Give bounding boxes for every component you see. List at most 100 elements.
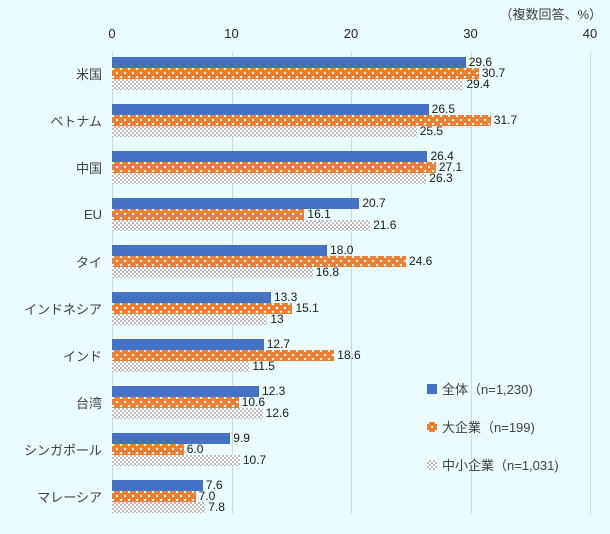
bar-row: 7.8 (112, 500, 590, 514)
value-label: 29.4 (466, 77, 490, 91)
category-label: インドネシア (23, 302, 102, 317)
value-label: 18.0 (330, 243, 354, 257)
legend-swatch-icon (427, 383, 437, 394)
bar-row: 12.6 (112, 407, 590, 419)
category-label: シンガポール (23, 443, 102, 458)
bar-group: 中国 26.4 27.1 26.3 (76, 149, 590, 185)
bar-大企業 (112, 209, 305, 220)
value-label: 7.8 (208, 500, 225, 514)
bar-row: 25.5 (112, 124, 590, 138)
bar-row: 15.1 (112, 301, 590, 315)
bar-row: 18.6 (112, 348, 590, 362)
bar-大企業 (112, 350, 335, 361)
bar-中小企業 (112, 455, 240, 466)
bar-大企業 (112, 303, 293, 314)
bar-全体 (112, 433, 231, 444)
category-label: 台湾 (75, 396, 102, 411)
value-label: 15.1 (295, 301, 319, 315)
value-label: 12.7 (266, 337, 291, 351)
bar-row: 31.7 (112, 114, 590, 126)
bar-全体 (112, 292, 271, 303)
category-label: 中国 (75, 161, 102, 176)
value-label: 10.6 (241, 395, 266, 409)
bar-group: 台湾 12.3 10.6 12.6 (76, 384, 590, 419)
category-label: タイ (75, 255, 102, 270)
legend-swatch-icon (427, 459, 437, 470)
gridline (470, 52, 472, 514)
category-label: 米国 (75, 67, 102, 82)
value-label: 20.7 (362, 196, 386, 210)
gridline (231, 52, 233, 514)
value-label: 26.4 (430, 149, 454, 163)
bar-group: インドネシア 13.3 15.1 13 (24, 291, 590, 325)
bar-group: マレーシア 7.6 7.0 7.8 (37, 479, 590, 514)
bar-row: 18.0 (112, 243, 590, 257)
bar-大企業 (112, 115, 491, 126)
value-label: 6.0 (186, 442, 204, 456)
bar-大企業 (112, 397, 239, 408)
value-label: 26.5 (431, 102, 456, 116)
bar-row: 16.8 (112, 265, 590, 279)
x-axis-tick-label: 10 (224, 26, 239, 41)
bar-大企業 (112, 68, 479, 79)
x-axis-tick-label: 20 (343, 26, 359, 41)
bar-group: タイ 18.0 24.6 16.8 (76, 243, 590, 279)
legend-label: 全体（n=1,230) (442, 382, 533, 397)
category-label: ベトナム (50, 114, 102, 129)
bar-row: 7.6 (112, 479, 590, 491)
bar-中小企業 (112, 173, 427, 184)
bar-全体 (112, 245, 328, 256)
bar-全体 (112, 386, 259, 397)
bar-group: インド 12.7 18.6 11.5 (63, 337, 590, 373)
bar-row: 20.7 (112, 196, 590, 210)
category-label: EU (83, 207, 102, 222)
legend-item: 中小企業（n=1,031) (427, 455, 559, 474)
legend-label: 中小企業（n=1,031) (442, 458, 559, 473)
x-axis-tick-label: 30 (463, 26, 478, 41)
bar-row: 30.7 (112, 67, 590, 79)
value-label: 25.5 (419, 124, 444, 138)
bar-中小企業 (112, 267, 313, 278)
bar-row: 12.7 (112, 337, 590, 351)
x-axis: 0 10 20 30 40 (108, 26, 597, 44)
value-label: 9.9 (233, 431, 250, 445)
bar-row: 13.3 (112, 291, 590, 303)
bar-row: 24.6 (112, 254, 590, 268)
value-label: 12.3 (261, 384, 286, 398)
bar-大企業 (112, 162, 436, 173)
value-label: 18.6 (337, 348, 361, 362)
value-label: 16.8 (315, 265, 340, 279)
value-label: 24.6 (408, 254, 433, 268)
chart-note: （複数回答、%） (499, 7, 602, 22)
bar-全体 (112, 339, 264, 350)
bar-row: 27.1 (112, 161, 590, 173)
value-label: 21.6 (373, 218, 397, 232)
legend-item: 大企業（n=199) (427, 417, 559, 436)
bar-row: 21.6 (112, 218, 590, 232)
legend-swatch-icon (427, 421, 437, 432)
bar-row: 26.3 (112, 171, 590, 185)
legend-item: 全体（n=1,230) (427, 379, 559, 398)
bar-全体 (112, 480, 203, 491)
bar-group: EU 20.7 16.1 21.6 (84, 196, 590, 232)
value-label: 11.5 (252, 359, 275, 373)
bar-row: 9.9 (112, 431, 590, 445)
bar-row: 29.6 (112, 56, 590, 68)
bar-row: 13 (112, 313, 590, 325)
bar-row: 10.7 (112, 454, 590, 466)
value-label: 26.3 (429, 171, 453, 185)
bar-大企業 (112, 491, 196, 502)
bar-row: 12.3 (112, 384, 590, 398)
bar-group: 米国 29.6 30.7 29.4 (76, 56, 590, 91)
legend-label: 大企業（n=199) (442, 420, 535, 435)
bar-中小企業 (112, 126, 417, 137)
bar-中小企業 (112, 314, 268, 325)
bar-全体 (112, 57, 466, 68)
bar-全体 (112, 151, 428, 162)
bar-row: 16.1 (112, 208, 590, 220)
value-label: 7.0 (198, 489, 216, 503)
plot-area: 米国 29.6 30.7 29.4 ベトナム 26.5 31.7 25.5 中国 26.4 27.1… (24, 52, 591, 514)
bar-row: 11.5 (112, 359, 590, 373)
bar-中小企業 (112, 502, 206, 513)
